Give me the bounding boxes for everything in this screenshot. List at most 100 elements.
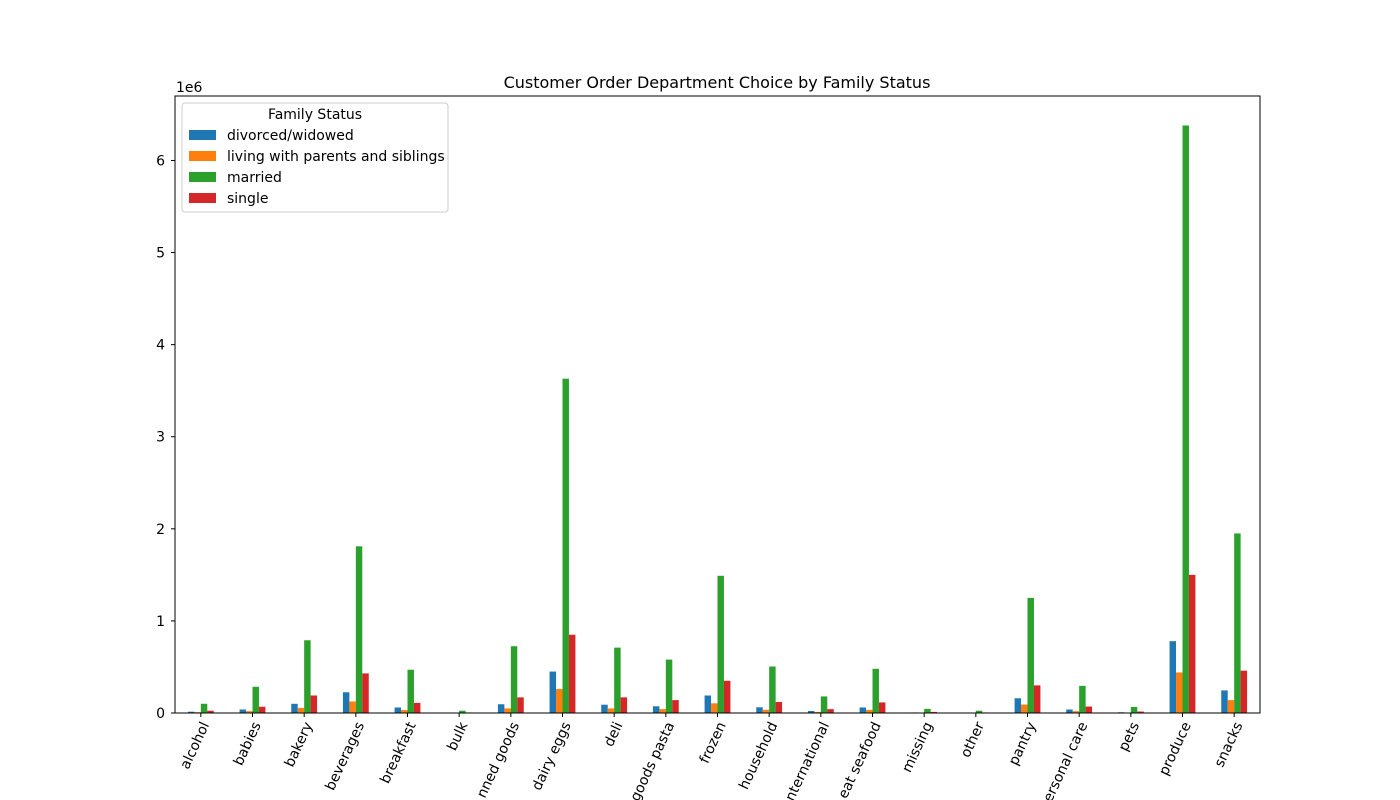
legend-frame <box>181 102 449 213</box>
bar-alcohol-0 <box>187 711 195 713</box>
bar-frozen-0 <box>704 695 712 713</box>
legend: Family Status divorced/widowed living wit… <box>181 102 449 213</box>
bar-babies-1 <box>246 711 253 713</box>
legend-label: divorced/widowed <box>227 128 354 144</box>
bar-meat-seafood-1 <box>866 709 873 713</box>
bar-pantry-3 <box>1033 685 1041 713</box>
bar-breakfast-0 <box>394 707 402 713</box>
x-tick-label: snacks <box>1212 720 1247 770</box>
bar-bakery-2 <box>304 640 311 713</box>
legend-swatch <box>189 172 216 182</box>
bar-babies-0 <box>239 709 247 713</box>
bar-snacks-3 <box>1240 670 1248 713</box>
x-tick-label: babies <box>231 720 265 769</box>
x-tick-label: other <box>958 719 988 760</box>
bar-frozen-2 <box>717 575 724 713</box>
bar-deli-1 <box>607 708 615 713</box>
bar-produce-2 <box>1182 125 1189 714</box>
bar-dry-goods-pasta-1 <box>659 709 666 713</box>
bar-beverages-0 <box>342 692 350 713</box>
bar-dairy-eggs-1 <box>556 689 563 713</box>
x-tick-label: bulk <box>444 719 471 754</box>
bar-personal-care-3 <box>1085 706 1093 713</box>
bar-household-3 <box>775 701 783 713</box>
bar-alcohol-2 <box>200 703 208 713</box>
x-tick-label: pets <box>1116 720 1143 754</box>
x-tick-label: breakfast <box>377 719 420 786</box>
x-tick-label: dairy eggs <box>529 720 575 793</box>
bar-deli-0 <box>601 704 608 713</box>
bar-personal-care-2 <box>1079 685 1086 713</box>
x-tick-label: nned goods <box>474 720 523 800</box>
bar-meat-seafood-0 <box>859 707 867 713</box>
x-tick-label: missing <box>899 720 936 775</box>
bar-dry-goods-pasta-0 <box>652 706 660 713</box>
bar-frozen-3 <box>723 680 731 713</box>
x-tick-label: eat seafood <box>835 720 884 800</box>
bar-snacks-1 <box>1227 700 1235 713</box>
y-tick-label: 2 <box>156 522 165 538</box>
bar-pantry-1 <box>1021 704 1028 713</box>
bar-international-3 <box>827 709 834 713</box>
bar-dairy-eggs-0 <box>549 671 557 713</box>
bar-snacks-2 <box>1234 533 1241 713</box>
chart-title: Customer Order Department Choice by Fami… <box>504 73 931 92</box>
x-tick-label: ersonal care <box>1040 720 1091 800</box>
legend-swatch <box>189 130 216 140</box>
bar-other-2 <box>975 710 983 713</box>
x-tick-label: goods pasta <box>627 720 678 800</box>
bar-beverages-2 <box>355 546 363 713</box>
legend-swatch <box>189 193 216 203</box>
bar-missing-3 <box>930 711 938 713</box>
bar-produce-0 <box>1169 641 1177 713</box>
bar-personal-care-0 <box>1066 709 1073 713</box>
bar-bakery-0 <box>291 703 298 713</box>
bar-snacks-0 <box>1221 690 1228 713</box>
x-tick-label: deli <box>601 720 626 750</box>
x-tick-label: produce <box>1156 720 1195 778</box>
legend-title: Family Status <box>268 107 362 123</box>
y-tick-label: 1 <box>156 614 165 630</box>
bar-household-0 <box>756 707 763 713</box>
y-axis-offset-label: 1e6 <box>176 80 203 96</box>
bar-meat-seafood-3 <box>878 702 886 713</box>
y-tick-label: 6 <box>156 153 165 169</box>
bar-beverages-1 <box>349 701 356 713</box>
x-tick-label: bakery <box>282 720 317 770</box>
bar-international-0 <box>807 710 815 713</box>
x-tick-label: nternational <box>783 720 834 800</box>
bar-pets-2 <box>1130 707 1138 713</box>
bar-produce-3 <box>1188 574 1196 713</box>
bar-bulk-2 <box>459 710 466 713</box>
bar-canned-goods-3 <box>517 697 524 713</box>
bar-international-2 <box>820 696 828 713</box>
bar-alcohol-3 <box>207 710 214 713</box>
bar-deli-2 <box>614 647 621 713</box>
bar-personal-care-1 <box>1072 711 1080 713</box>
bar-international-1 <box>814 711 821 713</box>
bar-missing-2 <box>924 708 931 713</box>
legend-label: living with parents and siblings <box>227 149 445 165</box>
bar-canned-goods-0 <box>497 704 505 713</box>
y-tick-label: 0 <box>156 706 165 722</box>
legend-swatch <box>189 151 216 161</box>
x-tick-label: frozen <box>697 720 730 766</box>
bar-dry-goods-pasta-3 <box>672 700 679 713</box>
bar-household-2 <box>769 666 776 713</box>
bar-pantry-2 <box>1027 597 1034 713</box>
x-tick-label: alcohol <box>177 720 213 772</box>
y-axis: 0 1 2 3 4 5 6 <box>156 153 175 722</box>
x-tick-label: beverages <box>323 720 369 793</box>
bar-household-1 <box>762 709 770 713</box>
y-tick-label: 5 <box>156 246 165 262</box>
y-tick-label: 3 <box>156 430 165 446</box>
x-axis: alcohol babies bakery beverages breakfast bul… <box>177 713 1246 800</box>
bar-bakery-3 <box>310 695 318 713</box>
bar-pets-3 <box>1137 711 1144 713</box>
bar-deli-3 <box>620 697 628 713</box>
bars-layer <box>187 125 1248 714</box>
bar-dairy-eggs-3 <box>568 634 576 713</box>
bar-meat-seafood-2 <box>872 668 879 713</box>
